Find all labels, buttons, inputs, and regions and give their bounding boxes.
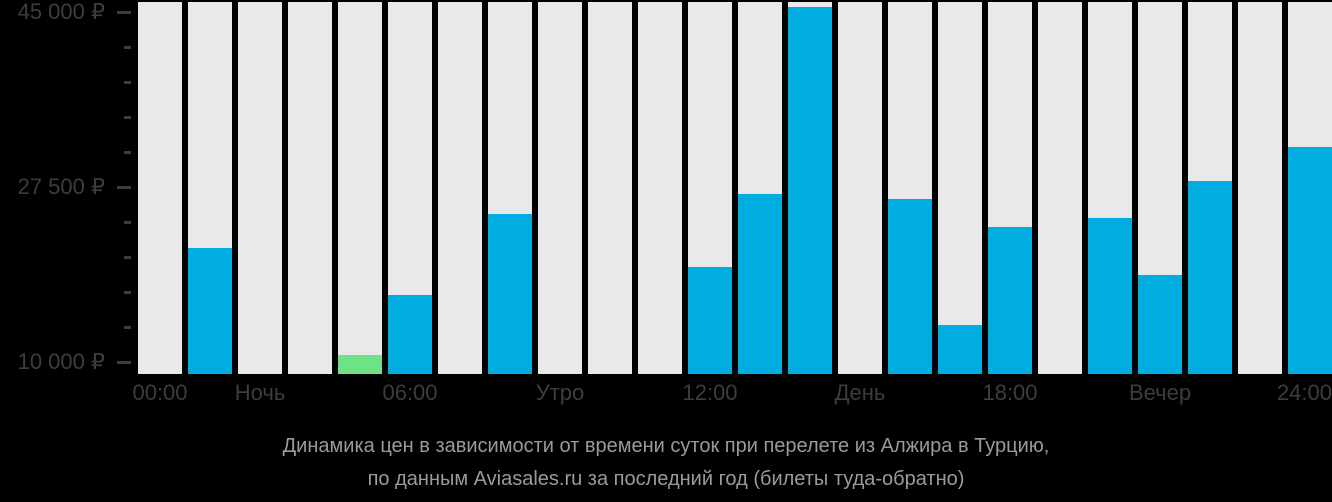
- bar-column-00:00[interactable]: [138, 2, 182, 374]
- y-tick-minor: [124, 46, 131, 49]
- bar-column-10:00[interactable]: [638, 2, 682, 374]
- bar-column-20:00[interactable]: [1138, 2, 1182, 374]
- price-bar: [938, 325, 982, 374]
- bar-column-16:00[interactable]: [938, 2, 982, 374]
- price-bar: [788, 7, 832, 374]
- bar-column-09:00[interactable]: [588, 2, 632, 374]
- x-axis-label-00:00: 00:00: [132, 380, 188, 405]
- y-tick-minor: [124, 291, 131, 294]
- price-bar: [1088, 218, 1132, 374]
- price-bar: [988, 227, 1032, 374]
- bar-column-15:00[interactable]: [888, 2, 932, 374]
- x-axis-label-Ночь: Ночь: [234, 380, 286, 405]
- price-bar: [1188, 181, 1232, 374]
- y-tick-major: [117, 186, 131, 189]
- bar-column-06:00[interactable]: [438, 2, 482, 374]
- x-axis-label-Вечер: Вечер: [1128, 380, 1192, 405]
- caption-line-1: Динамика цен в зависимости от времени су…: [282, 435, 1050, 457]
- bar-column-21:00[interactable]: [1188, 2, 1232, 374]
- bar-column-18:00[interactable]: [1038, 2, 1082, 374]
- x-axis-label-24:00: 24:00: [1276, 380, 1332, 405]
- y-axis-label-10000: 10 000 ₽: [17, 349, 105, 374]
- y-axis-label-45000: 45 000 ₽: [17, 0, 105, 24]
- y-tick-minor: [124, 221, 131, 224]
- price-bar-min: [338, 355, 382, 374]
- x-axis-label-День: День: [834, 380, 886, 405]
- bar-column-12:00[interactable]: [738, 2, 782, 374]
- bar-column-04:00[interactable]: [338, 2, 382, 374]
- y-tick-minor: [124, 151, 131, 154]
- y-axis-label-27500: 27 500 ₽: [17, 174, 105, 199]
- y-tick-major: [117, 361, 131, 364]
- bar-column-08:00[interactable]: [538, 2, 582, 374]
- bar-column-14:00[interactable]: [838, 2, 882, 374]
- price-bar: [388, 295, 432, 374]
- price-bar: [488, 214, 532, 374]
- plot-area: [138, 2, 1332, 374]
- bar-column-13:00[interactable]: [788, 2, 832, 374]
- price-bar: [1138, 275, 1182, 374]
- bar-column-05:00[interactable]: [388, 2, 432, 374]
- x-axis-label-18:00: 18:00: [982, 380, 1038, 405]
- y-tick-minor: [124, 81, 131, 84]
- x-axis-label-Утро: Утро: [535, 380, 585, 405]
- y-tick-minor: [124, 256, 131, 259]
- y-tick-minor: [124, 326, 131, 329]
- price-bar: [688, 267, 732, 374]
- chart-caption: Динамика цен в зависимости от времени су…: [0, 430, 1332, 496]
- price-bar: [738, 194, 782, 374]
- bar-column-03:00[interactable]: [288, 2, 332, 374]
- bar-column-22:00[interactable]: [1238, 2, 1282, 374]
- bar-column-07:00[interactable]: [488, 2, 532, 374]
- bar-column-01:00[interactable]: [188, 2, 232, 374]
- bar-column-17:00[interactable]: [988, 2, 1032, 374]
- x-axis-label-12:00: 12:00: [682, 380, 738, 405]
- price-bar: [888, 199, 932, 374]
- bar-column-19:00[interactable]: [1088, 2, 1132, 374]
- y-tick-major: [117, 11, 131, 14]
- y-tick-minor: [124, 116, 131, 119]
- caption-line-2: по данным Aviasales.ru за последний год …: [367, 468, 965, 490]
- bar-column-11:00[interactable]: [688, 2, 732, 374]
- price-bar: [1288, 147, 1332, 374]
- x-axis-label-06:00: 06:00: [382, 380, 438, 405]
- bar-column-02:00[interactable]: [238, 2, 282, 374]
- price-bar: [188, 248, 232, 374]
- bar-column-23:00[interactable]: [1288, 2, 1332, 374]
